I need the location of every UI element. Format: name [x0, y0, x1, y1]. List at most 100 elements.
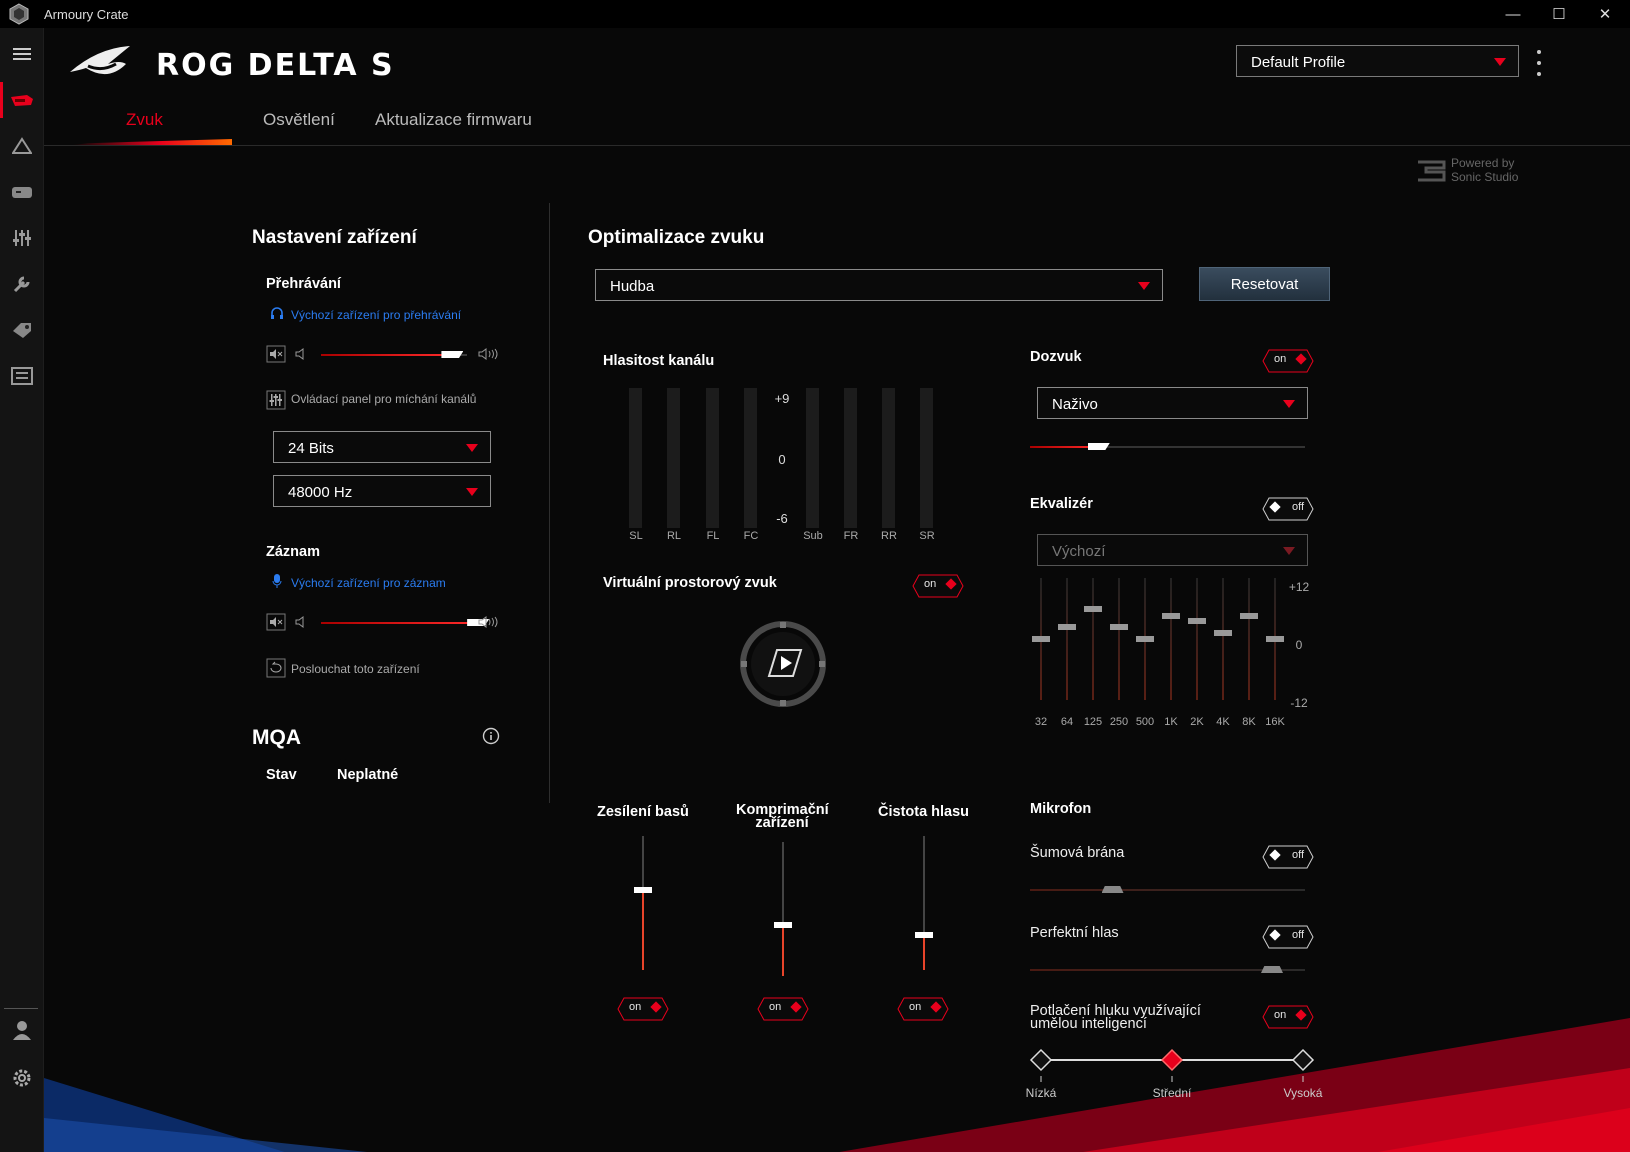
preset-select[interactable]: Hudba: [595, 269, 1163, 301]
virtual-surround-toggle[interactable]: on: [912, 574, 964, 598]
eq-band-track[interactable]: [1248, 578, 1250, 700]
playback-volume-slider[interactable]: [321, 351, 467, 358]
ai-noise-level-selector[interactable]: Nízká Střední Vysoká: [1024, 1046, 1324, 1106]
eq-band-thumb[interactable]: [1266, 636, 1284, 642]
device-icon[interactable]: [0, 82, 44, 118]
channel-meter-rr[interactable]: [882, 388, 895, 528]
channel-meter-rl[interactable]: [667, 388, 680, 528]
mute-icon[interactable]: [266, 345, 286, 363]
ai-level-track[interactable]: [1024, 1046, 1324, 1106]
eq-band-track[interactable]: [1118, 578, 1120, 700]
bass-boost-title: Zesílení basů: [597, 804, 689, 820]
reverb-preset-select[interactable]: Naživo: [1037, 387, 1308, 419]
maximize-button[interactable]: ☐: [1552, 6, 1566, 23]
tag-icon[interactable]: [0, 312, 44, 348]
vertical-slider-thumb[interactable]: [634, 886, 652, 893]
profile-select[interactable]: Default Profile: [1236, 45, 1519, 77]
eq-band-track[interactable]: [1222, 578, 1224, 700]
equalizer-toggle[interactable]: off: [1262, 497, 1314, 521]
channel-label: SR: [919, 530, 935, 542]
vertical-slider-track[interactable]: [923, 836, 925, 970]
eq-band-track[interactable]: [1170, 578, 1172, 700]
ai-level-marker[interactable]: [1291, 1048, 1315, 1072]
voice-clarity-slider[interactable]: [915, 836, 933, 970]
eq-band-thumb[interactable]: [1136, 636, 1154, 642]
vertical-slider-thumb[interactable]: [915, 932, 933, 939]
channel-meter-fr[interactable]: [844, 388, 857, 528]
eq-band-thumb[interactable]: [1058, 624, 1076, 631]
menu-icon[interactable]: [0, 36, 44, 72]
perfect-voice-slider[interactable]: [1030, 966, 1305, 973]
default-record-link[interactable]: Výchozí zařízení pro záznam: [291, 576, 446, 590]
user-icon[interactable]: [0, 1012, 44, 1048]
tab-firmware[interactable]: Aktualizace firmwaru: [375, 110, 532, 129]
sliders-icon[interactable]: [0, 220, 44, 256]
reverb-level-slider[interactable]: [1030, 443, 1305, 450]
minimize-button[interactable]: —: [1505, 5, 1521, 23]
vertical-slider-track[interactable]: [782, 842, 784, 976]
bass-boost-toggle[interactable]: on: [617, 997, 669, 1021]
tab-lighting[interactable]: Osvětlení: [263, 110, 335, 129]
playback-title: Přehrávání: [266, 276, 341, 292]
channel-scale-top: +9: [774, 391, 790, 406]
ai-level-label[interactable]: Střední: [1152, 1086, 1192, 1100]
equalizer-bands[interactable]: 32 64 125 250 500 1K 2K 4K 8K 16K: [1028, 578, 1308, 738]
close-button[interactable]: ✕: [1598, 6, 1612, 23]
eq-band-thumb[interactable]: [1032, 636, 1050, 642]
more-options-icon[interactable]: [1534, 50, 1544, 76]
ai-level-label[interactable]: Vysoká: [1283, 1086, 1323, 1100]
listen-icon[interactable]: [266, 658, 286, 678]
aura-icon[interactable]: [0, 128, 44, 164]
info-icon[interactable]: [482, 727, 500, 745]
eq-band-track[interactable]: [1066, 578, 1068, 700]
perfect-voice-toggle[interactable]: off: [1262, 925, 1314, 949]
ai-level-label[interactable]: Nízká: [1025, 1086, 1057, 1100]
eq-band-thumb[interactable]: [1240, 613, 1258, 620]
eq-band-track[interactable]: [1092, 578, 1094, 700]
surround-play-icon[interactable]: [739, 620, 827, 708]
ai-level-marker[interactable]: [1160, 1048, 1184, 1072]
mqa-title: MQA: [252, 726, 301, 749]
reverb-toggle[interactable]: on: [1262, 349, 1314, 373]
settings-icon[interactable]: [0, 1060, 44, 1096]
eq-band-label: 500: [1135, 716, 1155, 728]
channel-scale-bottom: -6: [776, 511, 788, 526]
vertical-slider-thumb[interactable]: [774, 922, 792, 929]
eq-band-thumb[interactable]: [1110, 624, 1128, 631]
news-icon[interactable]: [0, 358, 44, 394]
mixer-icon[interactable]: [266, 390, 286, 410]
compressor-title: Komprimační zařízení: [736, 802, 829, 831]
bass-boost-slider[interactable]: [634, 836, 652, 970]
wrench-icon[interactable]: [0, 266, 44, 302]
mixer-panel-link[interactable]: Ovládací panel pro míchání kanálů: [291, 392, 477, 406]
channel-meter-fl[interactable]: [706, 388, 719, 528]
mute-icon[interactable]: [266, 613, 286, 631]
eq-band-thumb[interactable]: [1214, 629, 1232, 636]
record-volume-slider[interactable]: [321, 619, 490, 626]
ai-noise-toggle[interactable]: on: [1262, 1005, 1314, 1029]
tab-sound[interactable]: Zvuk: [126, 110, 163, 129]
sample-rate-select[interactable]: 48000 Hz: [273, 475, 491, 507]
reset-button[interactable]: Resetovat: [1199, 267, 1330, 301]
channel-meter-fc[interactable]: [744, 388, 757, 528]
gamepad-icon[interactable]: [0, 174, 44, 210]
virtual-surround-title: Virtuální prostorový zvuk: [603, 575, 777, 591]
noise-gate-slider[interactable]: [1030, 886, 1305, 893]
default-playback-link[interactable]: Výchozí zařízení pro přehrávání: [291, 308, 462, 322]
eq-band-track[interactable]: [1196, 578, 1198, 700]
bit-depth-select[interactable]: 24 Bits: [273, 431, 491, 463]
eq-band-thumb[interactable]: [1162, 613, 1180, 620]
channel-meter-sl[interactable]: [629, 388, 642, 528]
channel-meter-sr[interactable]: [920, 388, 933, 528]
channel-meter-sub[interactable]: [806, 388, 819, 528]
listen-device-label[interactable]: Poslouchat toto zařízení: [291, 662, 420, 676]
compressor-slider[interactable]: [774, 842, 792, 976]
eq-band-thumb[interactable]: [1084, 605, 1102, 612]
ai-level-marker[interactable]: [1029, 1048, 1053, 1072]
voice-clarity-toggle[interactable]: on: [897, 997, 949, 1021]
channel-volume-meters[interactable]: SL RL FL FC Sub FR RR SR: [624, 388, 954, 558]
eq-band-thumb[interactable]: [1188, 618, 1206, 625]
equalizer-preset-select[interactable]: Výchozí: [1037, 534, 1308, 566]
noise-gate-toggle[interactable]: off: [1262, 845, 1314, 869]
compressor-toggle[interactable]: on: [757, 997, 809, 1021]
